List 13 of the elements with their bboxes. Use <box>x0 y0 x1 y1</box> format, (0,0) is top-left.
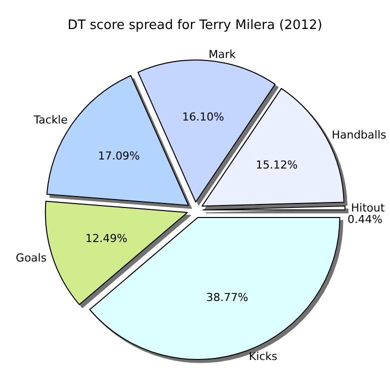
data-label: 38.77% <box>206 290 248 304</box>
slice-label: Mark <box>208 48 236 62</box>
data-label: 0.44% <box>348 213 382 226</box>
slice-label: Hitout <box>350 201 386 214</box>
slice-label: Handballs <box>332 128 387 142</box>
data-label: 17.09% <box>98 150 140 163</box>
slice-label: Kicks <box>248 350 278 363</box>
slice-label: Goals <box>16 252 47 265</box>
slice-label: Tackle <box>32 113 68 126</box>
chart-title: DT score spread for Terry Milera (2012) <box>68 18 322 33</box>
data-label: 15.12% <box>256 158 298 172</box>
data-label: 12.49% <box>85 232 128 246</box>
data-label: 16.10% <box>182 110 224 124</box>
